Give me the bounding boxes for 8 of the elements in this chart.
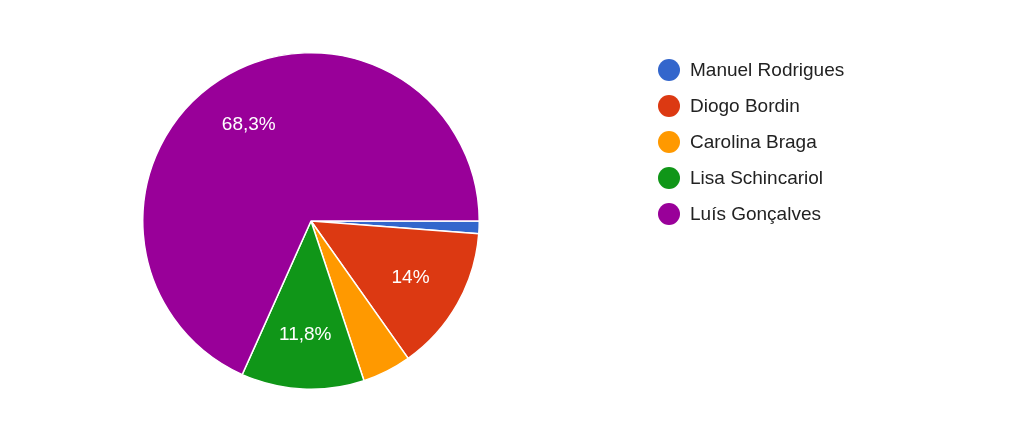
legend-label: Diogo Bordin (690, 95, 800, 117)
data-label: 68,3% (221, 113, 276, 135)
legend-label: Carolina Braga (690, 131, 817, 153)
legend-label: Lisa Schincariol (690, 167, 824, 189)
data-label: 11,8% (279, 323, 332, 345)
legend-label: Luís Gonçalves (690, 203, 821, 225)
data-label: 14% (391, 265, 430, 287)
legend-label: Manuel Rodrigues (690, 59, 845, 81)
